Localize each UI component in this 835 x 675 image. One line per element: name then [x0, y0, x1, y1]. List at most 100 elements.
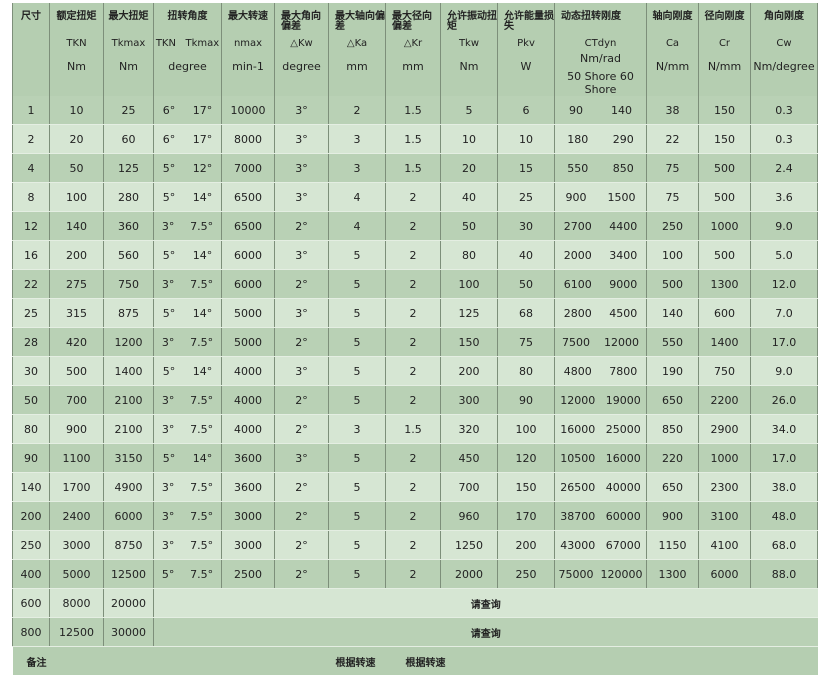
- cell: 750: [104, 270, 154, 299]
- cell: 26500 40000: [555, 473, 647, 502]
- cell: 17.0: [751, 444, 818, 473]
- cell-value: 3°: [162, 278, 175, 291]
- cell: 2500: [222, 560, 275, 589]
- cell: 3.6: [751, 183, 818, 212]
- cell-value: 2: [410, 336, 417, 349]
- cell-value: 12.0: [772, 278, 797, 291]
- cell: 2: [386, 444, 441, 473]
- header-title: 最大径向偏差: [386, 3, 440, 38]
- cell-value: 67000: [606, 539, 641, 552]
- cell-value: 8000: [234, 133, 262, 146]
- cell: 650: [647, 386, 699, 415]
- cell: 80: [441, 241, 498, 270]
- cell-value: 1.5: [404, 162, 422, 175]
- cell: 5°14°: [154, 299, 222, 328]
- cell-value: 3000: [234, 539, 262, 552]
- cell-value: 5: [354, 278, 361, 291]
- cell-value: 40000: [606, 481, 641, 494]
- cell: 1150: [647, 531, 699, 560]
- header-unit: N/mm: [699, 60, 750, 73]
- cell: 4900: [104, 473, 154, 502]
- cell: 5°14°: [154, 357, 222, 386]
- cell-value: 60: [122, 133, 136, 146]
- cell-value: 4800: [564, 365, 592, 378]
- cell: 8750: [104, 531, 154, 560]
- cell: 28: [13, 328, 50, 357]
- cell-value: 2: [410, 510, 417, 523]
- cell-value: 68.0: [772, 539, 797, 552]
- note-speed-a: 根据转速: [222, 647, 386, 675]
- cell-value: 100: [516, 423, 537, 436]
- cell-value: 200: [66, 249, 87, 262]
- cell-value: 7.5°: [190, 423, 213, 436]
- cell-value: 2°: [295, 510, 308, 523]
- cell-value: 120: [516, 452, 537, 465]
- cell: 900: [647, 502, 699, 531]
- cell: 960: [441, 502, 498, 531]
- cell: 6500: [222, 212, 275, 241]
- cell: 750: [699, 357, 751, 386]
- cell-value: 2000: [455, 568, 483, 581]
- cell-value: 3150: [115, 452, 143, 465]
- cell: 30: [498, 212, 555, 241]
- header-unit: min-1: [222, 60, 274, 73]
- cell-value: 5: [354, 307, 361, 320]
- cell: 150: [441, 328, 498, 357]
- cell-value: 16: [24, 249, 38, 262]
- header-unit: degree: [275, 60, 328, 73]
- cell-value: 1150: [659, 539, 687, 552]
- cell-value: 275: [66, 278, 87, 291]
- cell: 5: [329, 560, 386, 589]
- header-unit: mm: [386, 60, 440, 73]
- cell-value: 10: [70, 104, 84, 117]
- cell: 6000: [699, 560, 751, 589]
- cell: 80: [13, 415, 50, 444]
- cell: 90: [498, 386, 555, 415]
- cell-value: 75: [666, 191, 680, 204]
- cell-value: 280: [118, 191, 139, 204]
- cell: 900: [50, 415, 104, 444]
- header-unit: Nm/degree: [751, 60, 817, 73]
- cell-value: 26500: [560, 481, 595, 494]
- cell-value: 900: [566, 191, 587, 204]
- cell-value: 750: [714, 365, 735, 378]
- cell: 3°7.5°: [154, 473, 222, 502]
- cell: 3100: [699, 502, 751, 531]
- cell: 5: [329, 241, 386, 270]
- header-title: 最大轴向偏差: [329, 3, 385, 38]
- header-unit: W: [498, 60, 554, 73]
- cell-value: 140: [662, 307, 683, 320]
- cell: 6: [498, 96, 555, 125]
- cell-value: 43000: [560, 539, 595, 552]
- cell-value: 2: [410, 191, 417, 204]
- cell: 43000 67000: [555, 531, 647, 560]
- cell: 300: [441, 386, 498, 415]
- cell: 550: [647, 328, 699, 357]
- cell-value: 4500: [609, 307, 637, 320]
- cell-value: 5°: [163, 365, 176, 378]
- cell-value: 7.5°: [190, 220, 213, 233]
- cell: 12.0: [751, 270, 818, 299]
- cell-value: 5.0: [775, 249, 793, 262]
- cell: 3000: [50, 531, 104, 560]
- cell-value: 500: [66, 365, 87, 378]
- header-title: 尺寸: [13, 3, 49, 38]
- cell: 800: [13, 618, 50, 647]
- cell: 9.0: [751, 357, 818, 386]
- cell-value: 6500: [234, 220, 262, 233]
- cell-value: 10: [519, 133, 533, 146]
- cell-value: 12000: [604, 336, 639, 349]
- cell: 5°14°: [154, 444, 222, 473]
- cell-value: 400: [21, 568, 42, 581]
- cell-value: 50: [519, 278, 533, 291]
- cell: 68: [498, 299, 555, 328]
